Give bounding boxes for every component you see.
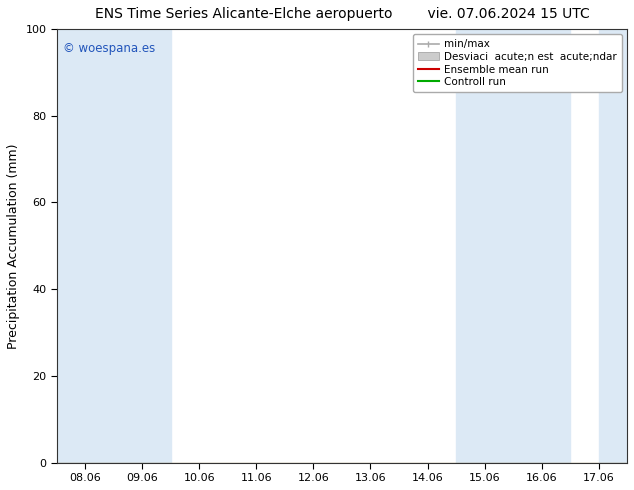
- Y-axis label: Precipitation Accumulation (mm): Precipitation Accumulation (mm): [7, 143, 20, 348]
- Legend: min/max, Desviaci  acute;n est  acute;ndar, Ensemble mean run, Controll run: min/max, Desviaci acute;n est acute;ndar…: [413, 34, 622, 93]
- Text: © woespana.es: © woespana.es: [63, 42, 155, 55]
- Bar: [598, 29, 627, 463]
- Bar: [57, 29, 171, 463]
- Bar: [456, 29, 570, 463]
- Title: ENS Time Series Alicante-Elche aeropuerto        vie. 07.06.2024 15 UTC: ENS Time Series Alicante-Elche aeropuert…: [94, 7, 590, 21]
